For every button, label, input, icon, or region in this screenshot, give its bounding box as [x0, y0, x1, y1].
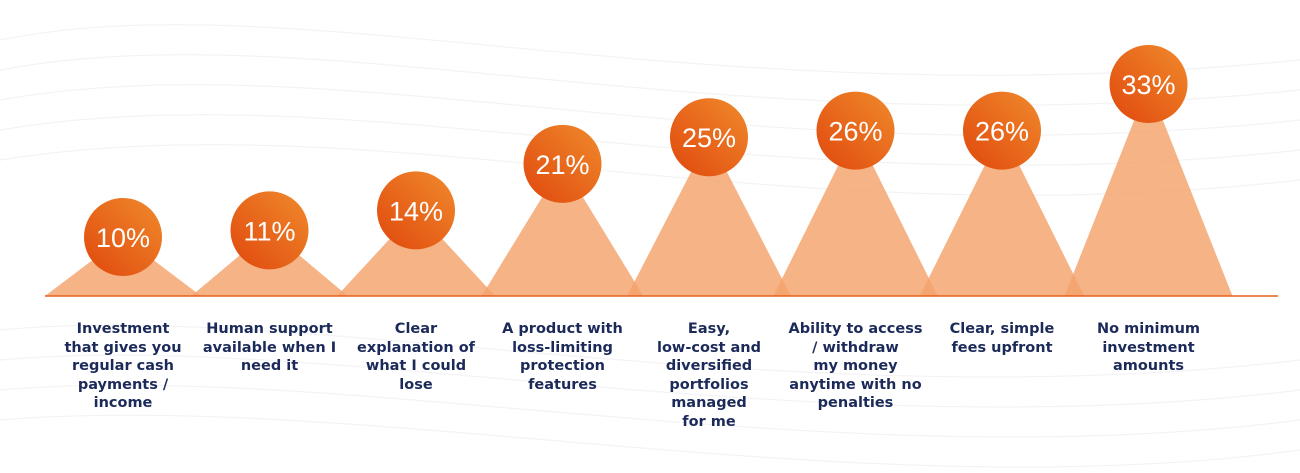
value-label: 25% [682, 123, 736, 153]
cone-mark [481, 163, 644, 296]
value-label: 26% [975, 117, 1029, 147]
value-bubble [670, 98, 748, 177]
category-label: A product with loss-limiting protection … [502, 321, 623, 393]
value-label: 21% [535, 150, 589, 180]
value-label: 10% [96, 223, 150, 253]
category-label: Clear, simple fees upfront [949, 321, 1055, 356]
cone-mark [1064, 84, 1233, 296]
value-bubble [816, 91, 895, 170]
value-bubble [84, 198, 162, 276]
value-bubble [523, 124, 602, 203]
value-label: 26% [828, 117, 882, 147]
value-label: 33% [1121, 70, 1175, 100]
value-label: 14% [389, 196, 443, 226]
category-label: Easy, low-cost and diversified portfolio… [657, 321, 761, 430]
cone-mark [919, 130, 1085, 296]
category-label: Investment that gives you regular cash p… [64, 321, 182, 411]
cone-mark [627, 137, 791, 296]
category-label: Clear explanation of what I could lose [357, 321, 475, 393]
cone-layer [45, 84, 1233, 296]
value-label: 11% [243, 216, 295, 246]
value-bubble [230, 191, 309, 270]
cone-mark [773, 130, 938, 296]
category-label: Human support available when I need it [202, 321, 337, 374]
cone-mark [336, 210, 496, 296]
category-label: Ability to access / withdraw my money an… [788, 321, 923, 411]
bubble-layer: 10% 11% 14% 21% 25% 26% 26% 33% [84, 45, 1188, 276]
value-bubble [377, 171, 455, 250]
value-bubble [963, 91, 1041, 170]
value-bubble [1109, 45, 1188, 123]
category-label: No minimum investment amounts [1096, 321, 1201, 374]
